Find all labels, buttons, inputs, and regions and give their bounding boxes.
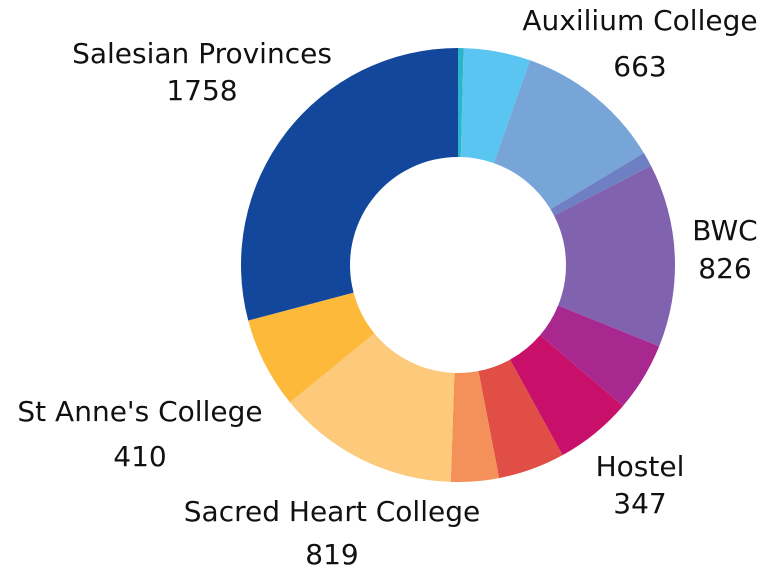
segment-value: 826 xyxy=(698,252,751,285)
donut-segment xyxy=(478,359,563,479)
donut-segment xyxy=(450,371,500,483)
segment-label: Hostel xyxy=(596,450,685,483)
segment-value: 410 xyxy=(113,440,166,473)
donut-segment xyxy=(289,333,455,482)
donut-segment xyxy=(460,48,530,164)
donut-segment xyxy=(458,48,464,158)
donut-segment xyxy=(540,305,660,406)
donut-segment xyxy=(248,292,375,403)
donut-segment xyxy=(493,60,644,210)
donut-segment xyxy=(241,48,458,321)
segment-value: 663 xyxy=(613,50,666,83)
segment-label: BWC xyxy=(692,214,757,247)
segment-value: 347 xyxy=(613,487,666,520)
segment-value: 1758 xyxy=(166,74,237,107)
segment-label: Auxilium College xyxy=(522,4,757,37)
segment-label: St Anne's College xyxy=(17,395,262,428)
segment-label: Sacred Heart College xyxy=(184,495,480,528)
donut-segment xyxy=(550,152,651,216)
donut-segment xyxy=(510,335,623,456)
segment-value: 819 xyxy=(305,538,358,570)
donut-segment xyxy=(554,165,675,347)
segment-label: Salesian Provinces xyxy=(72,37,332,70)
